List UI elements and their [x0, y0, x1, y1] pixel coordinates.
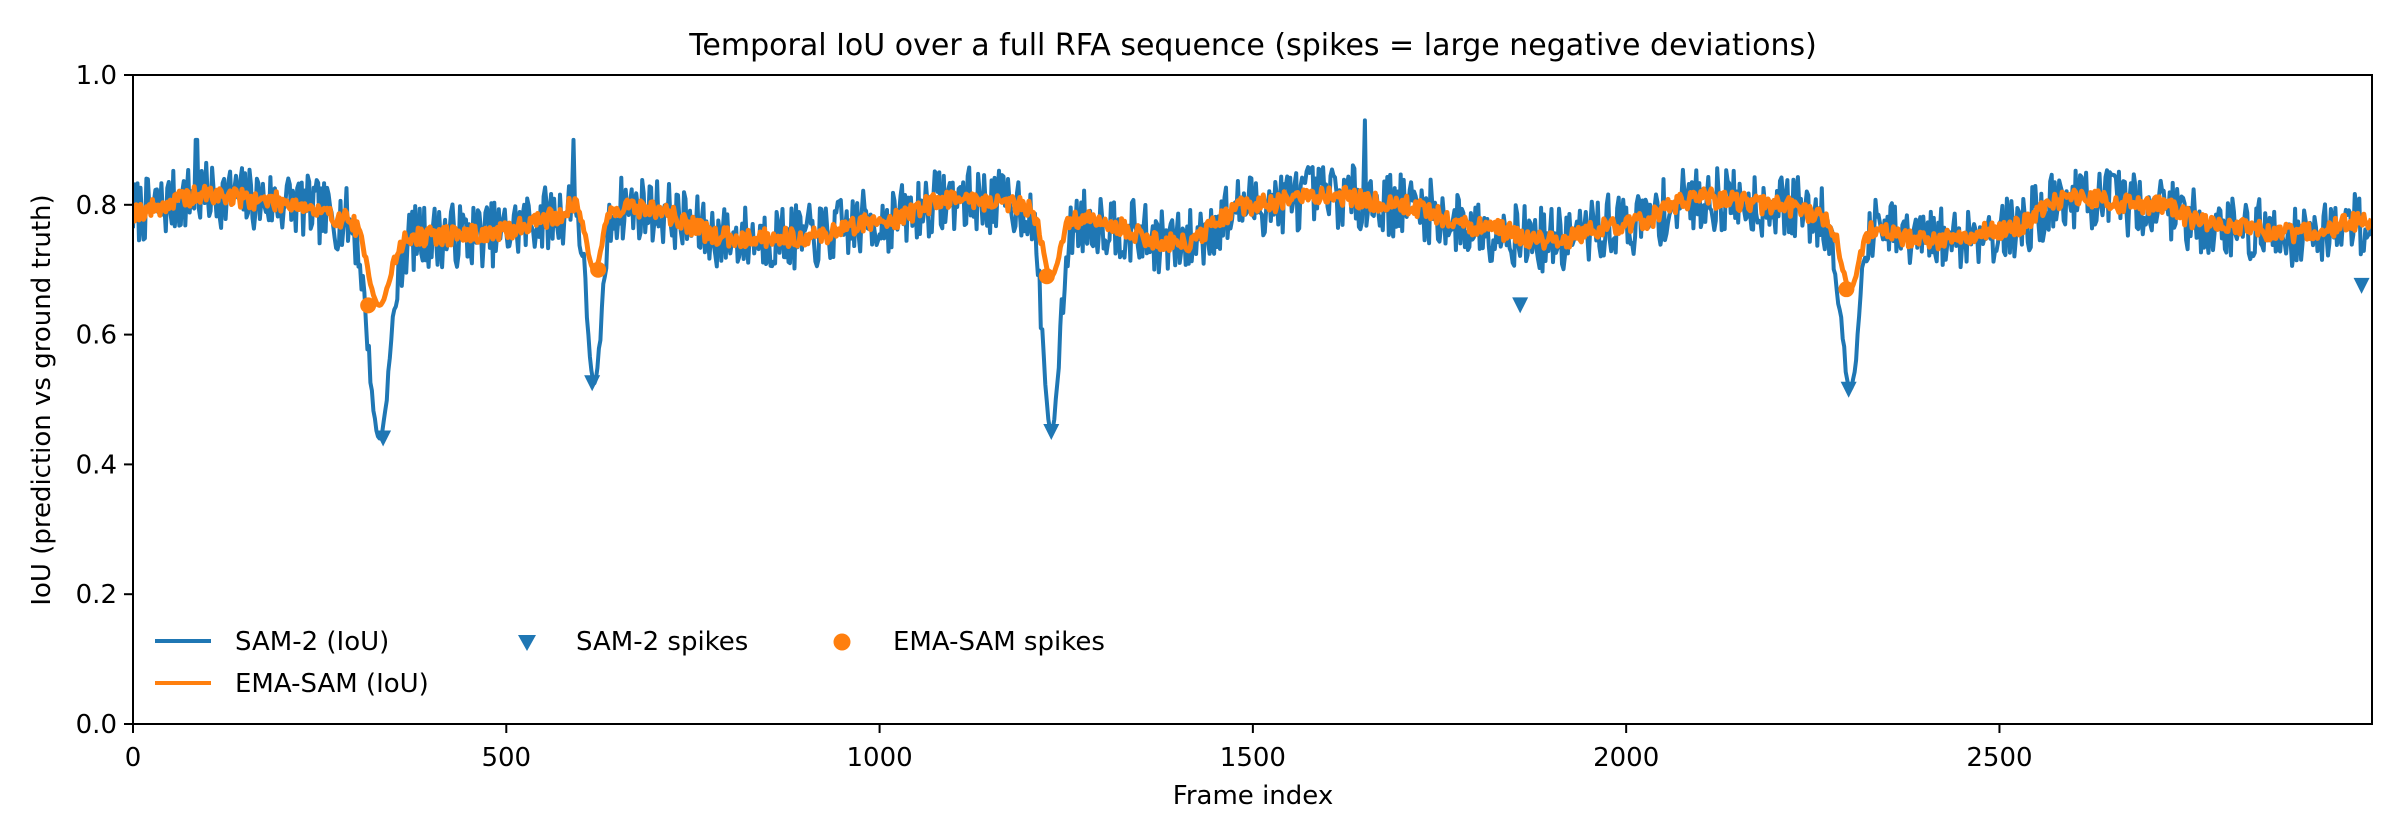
plot-area: [133, 118, 2372, 447]
y-tick-label: 0.8: [76, 191, 117, 221]
ema-sam-spike-marker: [360, 297, 377, 314]
legend-ema-spikes-swatch: [833, 633, 851, 651]
sam2-spike-marker: [1840, 381, 1857, 398]
ema-sam-spike-markers: [360, 261, 1855, 314]
x-tick-label: 1500: [1220, 743, 1286, 773]
y-tick-label: 0.6: [76, 321, 117, 351]
legend: SAM-2 (IoU) EMA-SAM (IoU) SAM-2 spikes E…: [155, 627, 1105, 699]
x-tick-label: 0: [125, 743, 142, 773]
y-tick-label: 0.4: [76, 450, 117, 480]
sam2-spike-marker: [375, 430, 392, 447]
x-tick-label: 2000: [1593, 743, 1659, 773]
sam2-spike-markers: [375, 277, 2370, 447]
sam2-spike-marker: [1512, 297, 1529, 314]
y-axis: 0.0 0.2 0.4 0.6 0.8 1.0: [76, 61, 133, 740]
chart-title: Temporal IoU over a full RFA sequence (s…: [688, 28, 1817, 63]
ema-sam-spike-marker: [590, 261, 607, 278]
x-tick-label: 2500: [1966, 743, 2032, 773]
y-tick-label: 0.0: [76, 710, 117, 740]
legend-ema-spikes-label: EMA-SAM spikes: [893, 627, 1105, 657]
y-tick-label: 1.0: [76, 61, 117, 91]
x-axis: 0 500 1000 1500 2000 2500: [125, 724, 2033, 773]
ema-sam-iou-line: [133, 183, 2372, 308]
y-tick-label: 0.2: [76, 580, 117, 610]
legend-sam2-spikes-swatch: [518, 635, 536, 651]
legend-ema-label: EMA-SAM (IoU): [235, 669, 429, 699]
legend-sam2-spikes-label: SAM-2 spikes: [576, 627, 748, 657]
x-tick-label: 500: [481, 743, 531, 773]
legend-sam2-label: SAM-2 (IoU): [235, 627, 389, 657]
ema-sam-spike-marker: [1838, 281, 1855, 298]
sam2-spike-marker: [2353, 277, 2370, 294]
y-axis-label: IoU (prediction vs ground truth): [27, 194, 57, 605]
sam2-spike-marker: [1043, 423, 1060, 440]
x-tick-label: 1000: [846, 743, 912, 773]
ema-sam-spike-marker: [1038, 268, 1055, 285]
x-axis-label: Frame index: [1173, 781, 1333, 811]
sam2-spike-marker: [584, 375, 601, 392]
